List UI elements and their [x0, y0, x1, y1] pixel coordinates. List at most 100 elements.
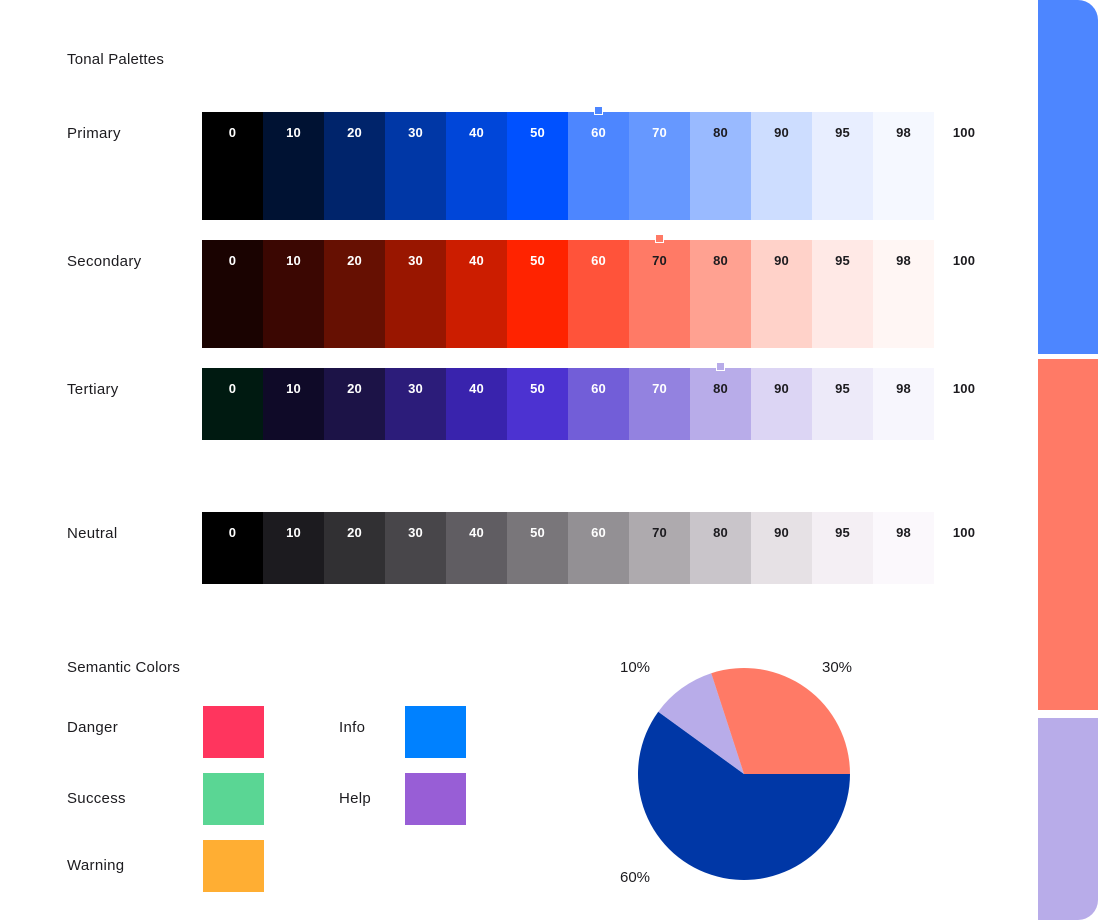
tone-label: 0: [228, 525, 237, 540]
tone-label: 20: [347, 525, 362, 540]
palette-label-neutral: Neutral: [67, 525, 118, 542]
swatch-primary-98: 98: [873, 112, 934, 220]
tone-label: 50: [530, 381, 545, 396]
palette-secondary: 0 10 20 30 40 50 60 70 80 90 95 98 100: [202, 234, 994, 348]
swatch-tertiary-10: 10: [263, 368, 324, 440]
tone-label: 30: [408, 525, 423, 540]
swatch-secondary-40: 40: [446, 240, 507, 348]
tone-label: 40: [469, 381, 484, 396]
swatch-primary-80: 80: [690, 112, 751, 220]
swatch-neutral-95: 95: [812, 512, 873, 584]
semantic-swatch-danger: [203, 706, 264, 758]
tone-label: 50: [530, 253, 545, 268]
swatch-secondary-60: 60: [568, 240, 629, 348]
tone-label: 10: [286, 125, 301, 140]
tone-label: 60: [591, 525, 606, 540]
tone-label: 70: [652, 381, 667, 396]
tone-label: 98: [896, 253, 911, 268]
pie-slice-60: [638, 711, 850, 880]
swatch-tertiary-0: 0: [202, 368, 263, 440]
tone-label: 60: [591, 125, 606, 140]
side-bar-secondary: [1038, 359, 1098, 710]
tone-label: 60: [591, 253, 606, 268]
semantic-label-danger: Danger: [67, 719, 118, 736]
swatch-secondary-50: 50: [507, 240, 568, 348]
swatch-tertiary-98: 98: [873, 368, 934, 440]
swatch-tertiary-90: 90: [751, 368, 812, 440]
swatch-neutral-30: 30: [385, 512, 446, 584]
tone-label: 100: [952, 525, 976, 540]
swatch-neutral-70: 70: [629, 512, 690, 584]
tone-label: 95: [835, 525, 850, 540]
tone-label: 0: [228, 125, 237, 140]
tone-label: 95: [835, 381, 850, 396]
swatch-primary-60: 60: [568, 106, 629, 220]
tone-label: 50: [530, 125, 545, 140]
semantic-label-warning: Warning: [67, 857, 125, 874]
pie-slice-10: [658, 673, 744, 774]
tone-label: 10: [286, 253, 301, 268]
swatch-tertiary-70: 70: [629, 368, 690, 440]
side-bar-tertiary: [1038, 718, 1098, 920]
tone-label: 0: [228, 381, 237, 396]
tone-label: 90: [774, 253, 789, 268]
swatch-neutral-40: 40: [446, 512, 507, 584]
tone-label: 60: [591, 381, 606, 396]
swatch-neutral-100: 100: [934, 512, 994, 584]
semantic-label-success: Success: [67, 790, 126, 807]
tone-label: 70: [652, 525, 667, 540]
page-title: Tonal Palettes: [67, 51, 165, 68]
pie-label-60: 60%: [620, 869, 651, 886]
tone-label: 20: [347, 125, 362, 140]
swatch-secondary-10: 10: [263, 240, 324, 348]
tone-label: 40: [469, 125, 484, 140]
swatch-neutral-50: 50: [507, 512, 568, 584]
swatch-tertiary-30: 30: [385, 368, 446, 440]
swatch-primary-10: 10: [263, 112, 324, 220]
key-tone-marker: [655, 234, 664, 243]
tone-label: 95: [835, 125, 850, 140]
swatch-neutral-0: 0: [202, 512, 263, 584]
tone-label: 90: [774, 125, 789, 140]
tone-label: 70: [652, 125, 667, 140]
tone-label: 40: [469, 253, 484, 268]
swatch-neutral-80: 80: [690, 512, 751, 584]
swatch-tertiary-95: 95: [812, 368, 873, 440]
tone-label: 98: [896, 381, 911, 396]
pie-chart: [638, 668, 850, 880]
tone-label: 100: [952, 125, 976, 140]
swatch-primary-90: 90: [751, 112, 812, 220]
tone-label: 95: [835, 253, 850, 268]
palette-tertiary: 0 10 20 30 40 50 60 70 80 90 95 98 100: [202, 362, 994, 440]
swatch-neutral-98: 98: [873, 512, 934, 584]
swatch-neutral-60: 60: [568, 512, 629, 584]
tone-label: 40: [469, 525, 484, 540]
swatch-tertiary-50: 50: [507, 368, 568, 440]
tone-label: 100: [952, 253, 976, 268]
side-bar-primary: [1038, 0, 1098, 354]
swatch-secondary-100: 100: [934, 240, 994, 348]
swatch-secondary-95: 95: [812, 240, 873, 348]
tone-label: 0: [228, 253, 237, 268]
swatch-primary-30: 30: [385, 112, 446, 220]
swatch-secondary-98: 98: [873, 240, 934, 348]
palette-label-tertiary: Tertiary: [67, 381, 119, 398]
swatch-secondary-70: 70: [629, 234, 690, 348]
tone-label: 30: [408, 253, 423, 268]
tone-label: 70: [652, 253, 667, 268]
tone-label: 98: [896, 125, 911, 140]
tone-label: 30: [408, 381, 423, 396]
tone-label: 100: [952, 381, 976, 396]
palette-neutral: 0 10 20 30 40 50 60 70 80 90 95 98 100: [202, 512, 994, 584]
tone-label: 80: [713, 253, 728, 268]
tone-label: 90: [774, 525, 789, 540]
palette-primary: 0 10 20 30 40 50 60 70 80 90 95 98 100: [202, 106, 994, 220]
swatch-tertiary-100: 100: [934, 368, 994, 440]
tone-label: 20: [347, 381, 362, 396]
pie-label-10: 10%: [620, 659, 651, 676]
swatch-primary-20: 20: [324, 112, 385, 220]
swatch-tertiary-20: 20: [324, 368, 385, 440]
swatch-primary-95: 95: [812, 112, 873, 220]
tone-label: 30: [408, 125, 423, 140]
semantic-swatch-warning: [203, 840, 264, 892]
